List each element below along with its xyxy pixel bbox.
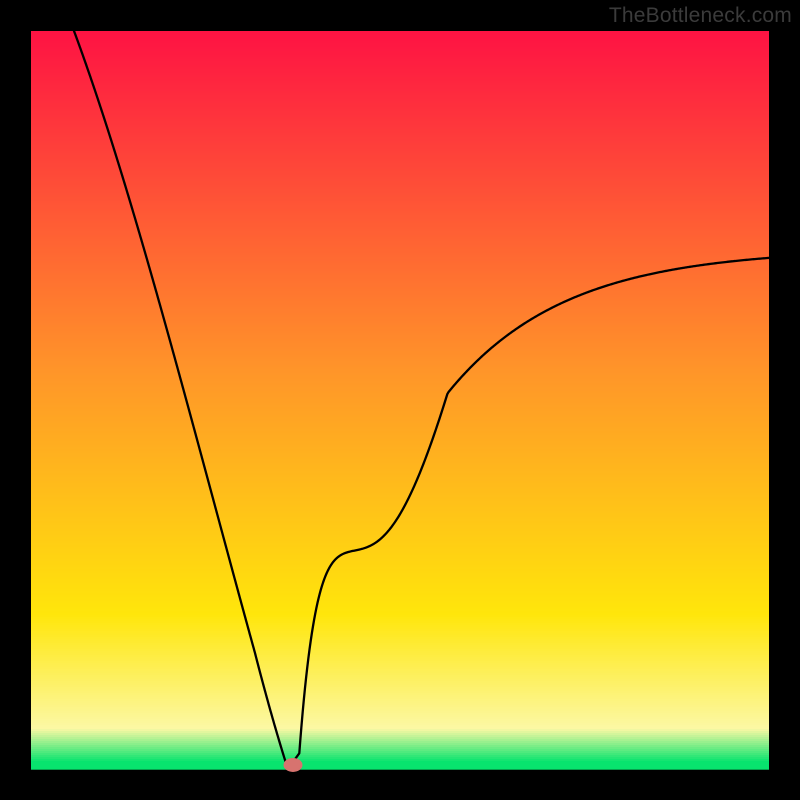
- gradient-background: [31, 31, 769, 770]
- optimal-marker: [283, 758, 302, 772]
- chart-svg: [0, 0, 800, 800]
- watermark-text: TheBottleneck.com: [609, 4, 792, 28]
- figure-root: { "canvas": { "width": 800, "height": 80…: [0, 0, 800, 800]
